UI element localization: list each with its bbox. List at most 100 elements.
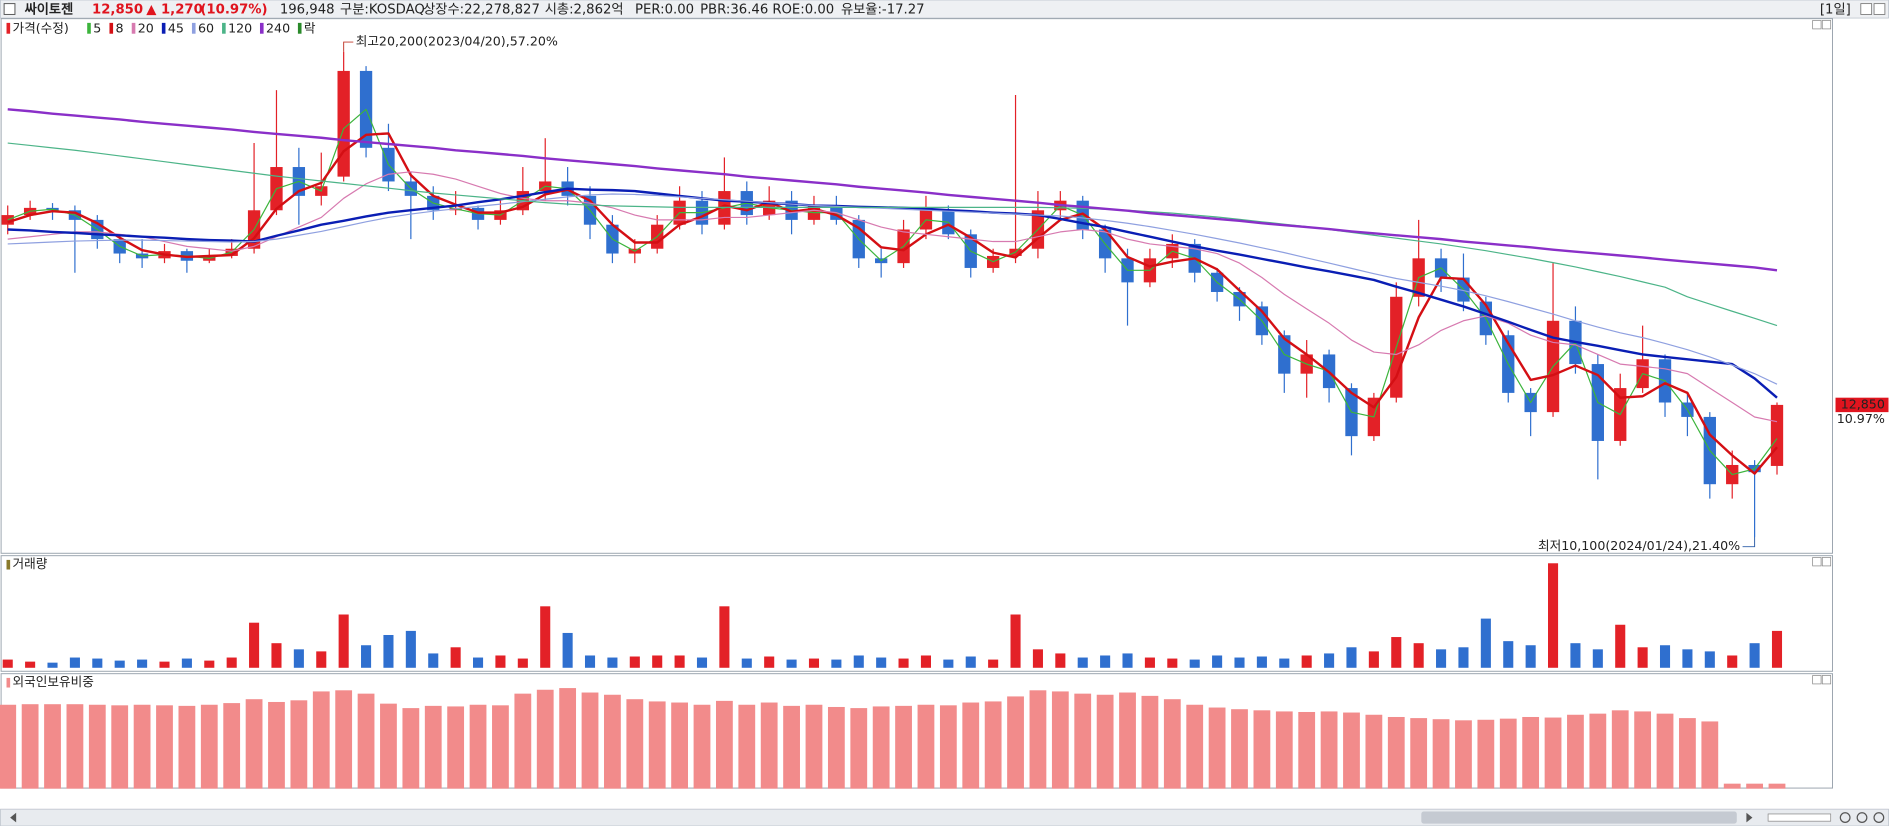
bar [1051,691,1069,789]
bar [719,606,730,668]
bar [1029,690,1047,789]
legend-swatch [259,22,264,34]
bar [88,704,106,789]
bar [581,692,599,789]
legend-swatch [222,22,226,34]
bar [156,705,173,789]
bar [1256,656,1267,668]
stock-name: 싸이토젠 [25,1,74,18]
bar [760,702,778,789]
bar [693,704,711,789]
scroll-right[interactable] [1746,812,1753,823]
bar [1592,649,1603,668]
bar [984,701,1002,789]
bar [1320,711,1338,789]
bar [1301,655,1312,668]
zoom-button[interactable] [1856,812,1868,823]
zoom-slider[interactable] [1767,813,1832,822]
zoom-button[interactable] [1839,812,1851,823]
panel-button[interactable] [1821,557,1832,567]
legend-label: 5 [93,20,101,35]
bar [1458,647,1469,668]
bar [2,659,13,668]
bar [1771,630,1783,668]
legend-swatch [191,22,196,34]
panel-button[interactable] [1812,675,1822,685]
window-button[interactable] [1860,3,1873,15]
bar [1704,651,1715,668]
bar [268,701,285,789]
bar [249,622,260,668]
ma-line [7,193,1778,385]
bar [312,691,330,789]
bar [1611,710,1629,789]
bar [1768,783,1786,789]
panel-button[interactable] [1812,20,1822,30]
panel-button[interactable] [1812,557,1822,567]
panel-button[interactable] [1821,20,1832,30]
bar [450,647,461,668]
bar [671,702,689,789]
bar [1368,651,1379,668]
bar [1324,653,1335,668]
bar [402,708,420,789]
volume-panel [0,555,1833,672]
bar [178,705,196,789]
ma-line [7,108,1778,272]
price-panel [0,18,1833,554]
period-button[interactable]: [1일] [1820,2,1851,18]
panel-title: 거래량 [13,556,48,571]
window-button[interactable] [1873,3,1886,15]
bar [424,705,442,789]
bar [1275,711,1293,789]
checkbox[interactable] [3,3,16,15]
bar [604,694,621,789]
bar [1032,649,1043,668]
bar [920,655,931,668]
bar [1074,693,1092,789]
bar [786,659,797,668]
bar [472,657,484,668]
ma-line [7,171,1778,423]
legend-label: 240 [266,20,290,35]
bar [741,658,752,668]
bar [1343,712,1360,789]
legend-label: 45 [168,20,184,35]
per: PER:0.00 [635,3,694,18]
bar [626,699,644,789]
bar [1077,657,1088,668]
bar [111,705,129,789]
annotation-arrow [1742,537,1756,548]
volume: 196,948 [280,3,335,18]
scroll-left[interactable] [10,812,17,823]
bar [21,704,39,789]
legend-swatch [131,22,136,34]
bar [1391,637,1402,668]
bar [226,657,237,668]
bar [1208,707,1226,789]
bar [1410,718,1428,789]
bar [495,655,506,668]
bar [1055,653,1066,668]
bar [293,649,304,668]
legend-swatch [109,22,114,34]
bar [469,704,487,789]
panel-button[interactable] [1821,675,1832,685]
line-layer [7,108,1778,476]
annotation: 최저10,100(2024/01/24),21.40% [1538,538,1740,553]
bar [92,658,103,668]
price-tag-change: 10.97% [1837,411,1885,426]
annotation: 최고20,200(2023/04/20),57.20% [356,34,558,49]
bar [1167,658,1178,668]
bar [200,704,218,789]
zoom-button[interactable] [1873,812,1885,823]
bar [1186,704,1204,789]
bar [405,630,416,668]
scroll-thumb[interactable] [1421,811,1737,824]
bar [1749,643,1760,668]
bar [853,655,864,668]
market: 구분:KOSDAQ [340,3,425,18]
legend-label: 락 [304,20,316,35]
legend-label: 120 [228,20,252,35]
